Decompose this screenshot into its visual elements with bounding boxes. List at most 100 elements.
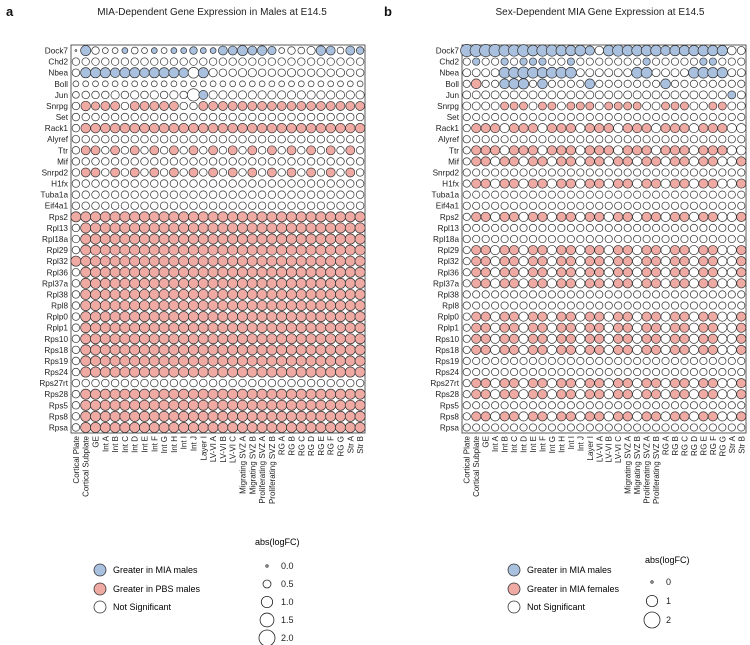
panel-b-dot <box>472 201 481 210</box>
panel-a-dot <box>246 288 258 300</box>
panel-a-dot <box>218 179 228 188</box>
panel-a-dot <box>179 168 188 177</box>
panel-b-dot <box>472 223 481 232</box>
panel-a-dot <box>80 300 92 311</box>
panel-a-dot <box>237 288 248 300</box>
panel-b-dot <box>566 90 576 100</box>
panel-b-dot <box>566 101 576 111</box>
panel-a-dot <box>81 179 90 188</box>
panel-b-dot <box>575 101 585 111</box>
panel-b-dot <box>556 378 567 389</box>
panel-a-dot <box>168 233 180 245</box>
panel-a-dot <box>179 135 188 144</box>
panel-a-dot <box>336 57 345 66</box>
panel-a-dot <box>266 333 278 345</box>
panel-a-dot <box>179 190 188 199</box>
panel-a-dot <box>148 344 160 356</box>
panel-a-dot <box>200 80 207 88</box>
panel-b-dot <box>698 378 709 389</box>
panel-b-cell-type-label: Int A <box>491 435 500 452</box>
panel-a-dot <box>287 190 296 199</box>
panel-a-dot <box>247 90 257 100</box>
panel-a-dot <box>169 112 179 122</box>
panel-a-dot <box>335 333 346 345</box>
panel-a-dot <box>297 157 306 166</box>
panel-a-dot <box>355 135 365 144</box>
panel-a-dot <box>188 399 199 411</box>
panel-a-dot <box>120 190 130 199</box>
panel-b-dot <box>632 211 643 222</box>
panel-b-dot <box>471 156 482 167</box>
panel-b-dot <box>652 301 661 310</box>
panel-b-dot <box>595 234 604 244</box>
panel-b-dot <box>491 234 500 244</box>
panel-a-dot <box>217 277 229 289</box>
panel-a-dot <box>315 311 327 323</box>
panel-a-dot <box>99 244 111 256</box>
panel-a-dot <box>355 112 365 122</box>
panel-a-dot <box>246 255 258 267</box>
panel-a-dot <box>315 300 327 311</box>
panel-a-dot <box>248 57 257 66</box>
panel-a-dot <box>158 355 170 367</box>
panel-a-dot <box>139 277 150 289</box>
panel-b-dot <box>688 245 699 256</box>
panel-a-dot <box>197 233 209 245</box>
panel-a-cell-type-label: Int B <box>111 436 120 452</box>
panel-b-cell-type-label: Int B <box>501 436 510 452</box>
panel-a-dot <box>276 333 288 345</box>
panel-a-dot <box>109 67 121 78</box>
panel-a-dot <box>169 90 179 100</box>
panel-a-gene-label: Mif <box>57 157 69 166</box>
panel-a-dot <box>199 146 208 155</box>
panel-a-dot <box>207 422 219 433</box>
panel-b-dot <box>660 311 671 322</box>
panel-a-gene-label: Rps28 <box>44 390 68 399</box>
panel-a-dot <box>129 211 141 223</box>
panel-a-gene-label: Rpl32 <box>47 257 69 266</box>
panel-b-dot <box>481 356 490 365</box>
panel-b-dot <box>557 356 566 365</box>
panel-a-dot <box>315 255 327 267</box>
panel-b-dot <box>575 156 586 167</box>
panel-a-dot <box>218 168 228 177</box>
panel-a-dot <box>297 378 306 388</box>
panel-a-dot <box>277 179 286 188</box>
panel-a-dot <box>141 47 148 54</box>
panel-b-dot <box>510 201 519 210</box>
panel-a-dot <box>276 211 288 223</box>
panel-b-dot <box>518 411 529 422</box>
panel-a-dot <box>148 300 160 311</box>
panel-b-dot <box>737 368 746 377</box>
panel-a-dot <box>178 288 190 300</box>
panel-a-dot <box>158 344 170 356</box>
panel-b-dot <box>557 190 566 199</box>
panel-a-dot <box>237 255 248 267</box>
panel-b-dot <box>509 156 520 167</box>
panel-b-dot <box>688 344 699 355</box>
panel-a-dot <box>130 157 139 166</box>
panel-b-dot <box>584 378 595 389</box>
panel-a-dot <box>276 266 288 278</box>
panel-a-dot <box>110 157 120 166</box>
panel-b-dot <box>679 333 690 344</box>
panel-b-dot <box>481 168 490 177</box>
panel-b-dot <box>584 256 595 267</box>
panel-a-dot <box>159 101 169 111</box>
panel-a-dot <box>129 145 140 156</box>
panel-a-dot <box>256 211 268 223</box>
panel-b-dot <box>490 145 501 156</box>
panel-a-dot <box>354 266 366 278</box>
panel-a-dot <box>346 157 355 166</box>
panel-b-dot <box>623 223 632 232</box>
panel-a-dot <box>247 122 258 134</box>
panel-b-dot <box>527 66 539 79</box>
panel-b-dot <box>519 223 528 232</box>
panel-b-dot <box>480 378 491 389</box>
panel-b-dot <box>680 401 689 410</box>
panel-a-dot <box>305 333 317 345</box>
panel-b-cell-type-label: Int D <box>520 436 529 453</box>
panel-b-dot <box>698 156 709 167</box>
panel-b-dot <box>641 123 652 134</box>
panel-b-dot <box>680 57 689 66</box>
